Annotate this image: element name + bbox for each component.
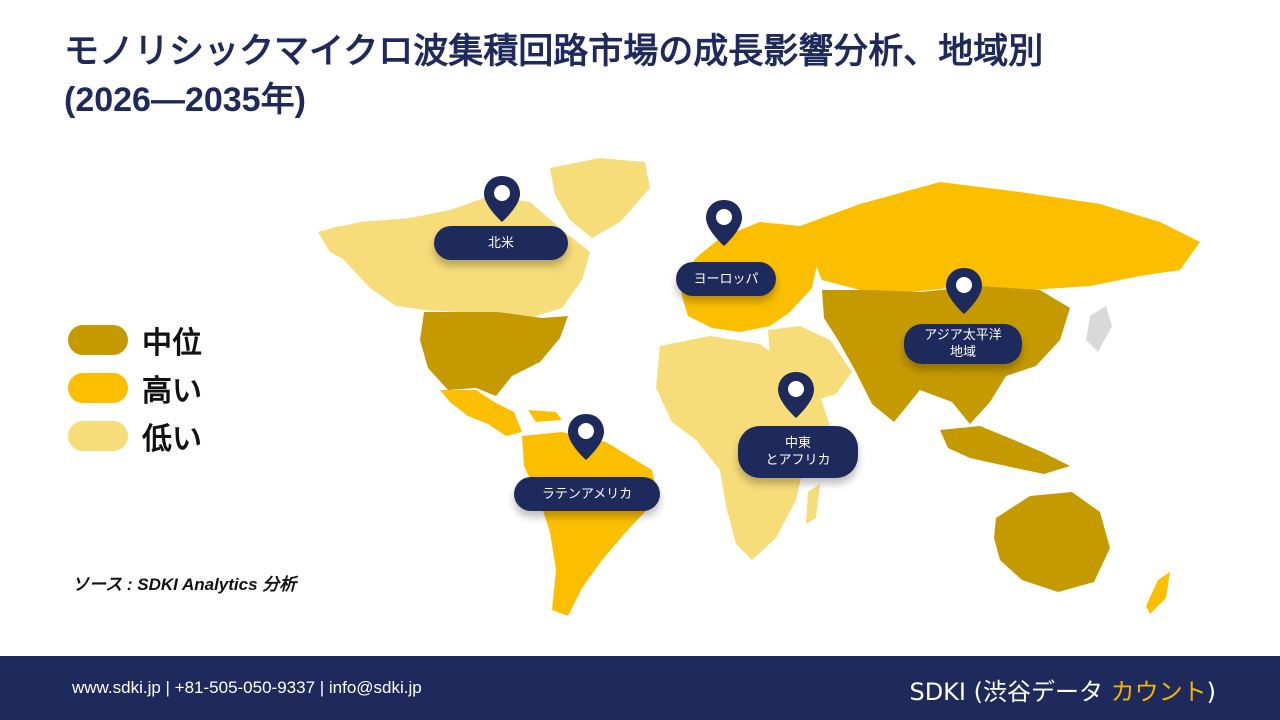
map-pin-icon xyxy=(706,200,742,246)
mexico xyxy=(440,390,522,436)
map-pin-icon xyxy=(484,176,520,222)
legend-item-low: 低い xyxy=(68,412,202,460)
legend-item-medium: 中位 xyxy=(68,316,202,364)
map-pin-icon xyxy=(946,268,982,314)
legend: 中位 高い 低い xyxy=(68,316,202,460)
new-zealand xyxy=(1146,572,1170,614)
brand-main: SDKI (渋谷データ xyxy=(909,678,1111,706)
region-label-asia-pacific: アジア太平洋 地域 xyxy=(904,324,1022,364)
title-line-1: モノリシックマイクロ波集積回路市場の成長影響分析、地域別 xyxy=(64,31,1044,72)
russia xyxy=(800,182,1200,292)
footer-contact[interactable]: www.sdki.jp | +81-505-050-9337 | info@sd… xyxy=(72,678,422,697)
caribbean xyxy=(528,410,562,422)
legend-item-high: 高い xyxy=(68,364,202,412)
madagascar xyxy=(806,484,820,524)
region-label-latin-america: ラテンアメリカ xyxy=(514,477,660,511)
legend-swatch-low xyxy=(68,421,128,451)
alaska xyxy=(318,226,372,264)
footer-bar: www.sdki.jp | +81-505-050-9337 | info@sd… xyxy=(0,656,1280,720)
world-map xyxy=(318,158,1200,616)
region-label-middle-east-africa: 中東 とアフリカ xyxy=(738,426,858,478)
legend-swatch-medium xyxy=(68,325,128,355)
region-label-europe: ヨーロッパ xyxy=(676,262,776,296)
brand-end: ) xyxy=(1206,678,1216,706)
source-note: ソース : SDKI Analytics 分析 xyxy=(72,575,297,594)
usa xyxy=(420,312,568,396)
page-title: モノリシックマイクロ波集積回路市場の成長影響分析、地域別 (2026—2035年… xyxy=(64,28,1244,124)
brand-logo: SDKI (渋谷データ カウント) xyxy=(909,672,1216,707)
legend-label-high: 高い xyxy=(142,374,202,409)
title-line-2: (2026—2035年) xyxy=(64,81,306,119)
map-pin-icon xyxy=(778,372,814,418)
greenland xyxy=(550,158,650,238)
legend-label-low: 低い xyxy=(142,422,202,457)
japan xyxy=(1086,306,1112,352)
legend-label-medium: 中位 xyxy=(142,326,202,361)
australia xyxy=(994,492,1110,592)
region-label-north-america: 北米 xyxy=(434,226,568,260)
map-pin-icon xyxy=(568,414,604,460)
legend-swatch-high xyxy=(68,373,128,403)
southeast-asia xyxy=(940,426,1070,474)
brand-accent: カウント xyxy=(1110,678,1207,706)
